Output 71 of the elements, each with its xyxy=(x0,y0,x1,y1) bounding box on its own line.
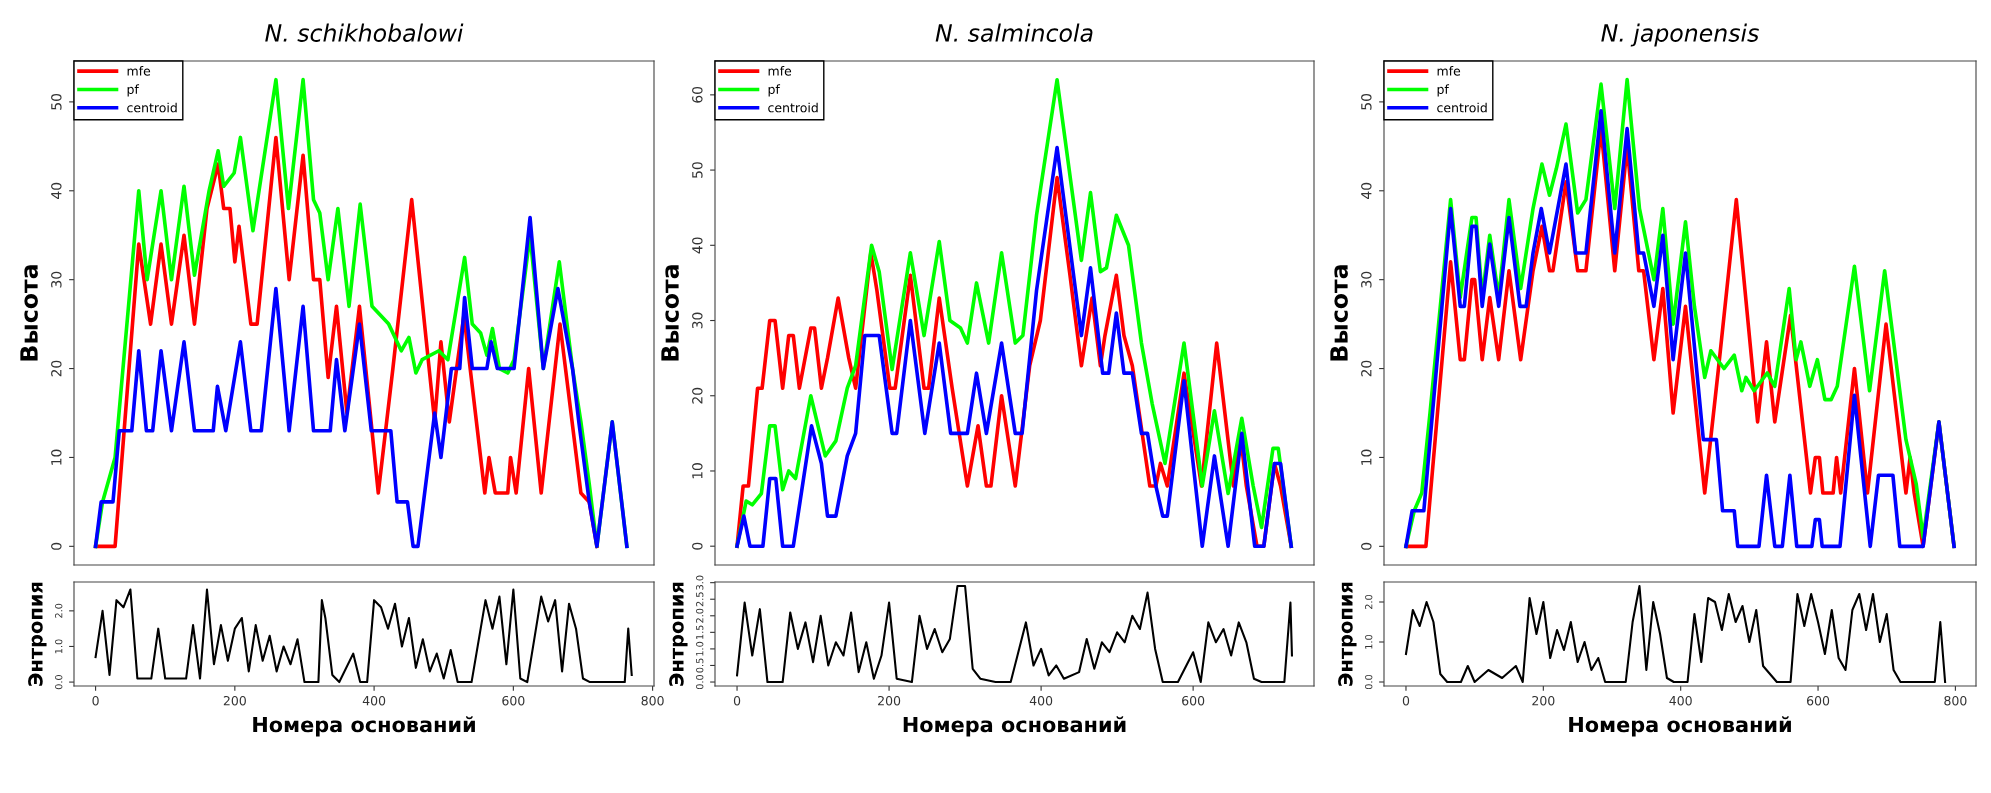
y-tick-label: 0.0 xyxy=(1365,674,1373,690)
legend-label: mfe xyxy=(768,66,792,76)
line-series xyxy=(93,215,629,549)
x-tick-label: 0 xyxy=(1402,695,1410,706)
x-axis-title: Номера оснований xyxy=(1569,716,1791,737)
y-tick-label: 0 xyxy=(692,542,703,550)
line-series xyxy=(1404,584,1947,684)
y-tick-label: 1.0 xyxy=(696,641,704,656)
y-tick-label: 2.0 xyxy=(696,608,704,623)
y-tick-label: 40 xyxy=(1361,182,1372,199)
x-tick-label: 0 xyxy=(733,695,741,706)
legend-label: centroid xyxy=(1437,102,1487,113)
y-tick-label: 20 xyxy=(1361,360,1372,377)
line-series xyxy=(736,584,1293,684)
y-tick-label: 1.5 xyxy=(696,625,704,640)
x-axis-title: Номера оснований xyxy=(253,716,475,737)
line-series xyxy=(94,588,633,684)
y-tick-label: 0.5 xyxy=(696,658,704,673)
legend-label: pf xyxy=(127,84,140,97)
y-tick-label: 40 xyxy=(692,237,703,254)
x-tick-label: 800 xyxy=(641,695,664,706)
y-tick-label: 40 xyxy=(51,182,62,199)
y-tick-label: 20 xyxy=(51,360,62,377)
x-tick-label: 600 xyxy=(1182,695,1205,706)
y-tick-label: 0.0 xyxy=(55,675,63,690)
x-tick-label: 0 xyxy=(92,695,99,706)
y-tick-label: 3.0 xyxy=(696,575,704,590)
y-tick-label: 30 xyxy=(692,312,703,329)
x-tick-label: 600 xyxy=(502,695,525,706)
y-tick-label: 60 xyxy=(692,86,703,103)
y-tick-label: 2.0 xyxy=(1365,594,1373,610)
y-tick-label: 50 xyxy=(1361,93,1372,110)
x-tick-label: 200 xyxy=(878,695,901,706)
x-tick-label: 400 xyxy=(362,695,386,706)
y-tick-label: 50 xyxy=(51,93,62,110)
x-tick-label: 800 xyxy=(1944,695,1967,706)
y-axis-title: Высота xyxy=(661,265,679,361)
x-tick-label: 400 xyxy=(1029,695,1053,706)
legend-label: mfe xyxy=(127,66,151,76)
x-tick-label: 200 xyxy=(1532,695,1555,706)
legend-label: pf xyxy=(768,84,781,97)
y-tick-label: 50 xyxy=(692,162,703,178)
y-tick-label: 2.0 xyxy=(55,603,63,618)
legend-label: mfe xyxy=(1437,66,1461,76)
x-tick-label: 400 xyxy=(1669,695,1692,706)
y-tick-label: 1.0 xyxy=(1365,634,1373,649)
chart-title: N. schikhobalowi xyxy=(265,23,464,42)
y-tick-label: 0.0 xyxy=(696,674,704,690)
y-axis-title: Энтропия xyxy=(28,582,47,686)
x-tick-label: 200 xyxy=(223,695,246,706)
legend-label: pf xyxy=(1437,84,1450,97)
y-tick-label: 10 xyxy=(692,463,703,479)
chart-title: N. salmincola xyxy=(935,23,1093,42)
y-tick-label: 20 xyxy=(692,387,703,404)
y-axis-title: Энтропия xyxy=(669,582,688,686)
y-tick-label: 10 xyxy=(51,449,62,465)
chart-title: N. japonensis xyxy=(1601,23,1759,47)
legend-label: centroid xyxy=(127,102,177,113)
y-tick-label: 10 xyxy=(1361,449,1372,465)
x-tick-label: 600 xyxy=(1806,695,1830,706)
y-axis-title: Высота xyxy=(20,265,38,361)
y-tick-label: 30 xyxy=(1361,271,1372,288)
y-tick-label: 1.0 xyxy=(55,639,63,654)
y-axis-title: Высота xyxy=(1330,265,1348,361)
y-tick-label: 0 xyxy=(1361,542,1372,550)
y-tick-label: 2.5 xyxy=(696,592,704,607)
y-tick-label: 30 xyxy=(51,271,62,288)
y-tick-label: 0 xyxy=(51,542,62,550)
y-axis-title: Энтропия xyxy=(1338,582,1357,686)
legend-label: centroid xyxy=(768,102,818,113)
x-axis-title: Номера оснований xyxy=(903,716,1126,737)
